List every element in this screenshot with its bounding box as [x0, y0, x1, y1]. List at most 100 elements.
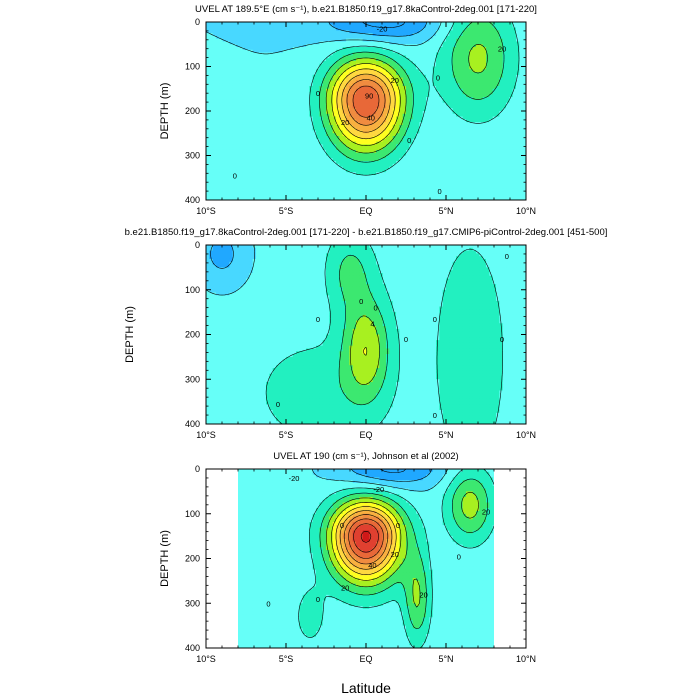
y-tick-label: 400 [185, 419, 200, 429]
x-tick-label: 10°N [516, 654, 536, 664]
contour-label: 0 [316, 315, 320, 324]
contour-line [335, 506, 397, 575]
contour-line [348, 518, 384, 559]
contour-lines [206, 245, 503, 424]
y-tick-label: 300 [185, 598, 200, 608]
y-tick-label: 100 [185, 509, 200, 519]
contour-line [346, 79, 386, 126]
contour-label: 0 [276, 400, 280, 409]
contour-lines [298, 469, 494, 648]
contour-label: 4 [370, 319, 374, 328]
contour-line [343, 514, 389, 565]
x-tick-label: 10°S [196, 654, 216, 664]
x-tick-label: EQ [359, 430, 372, 440]
y-tick-label: 0 [195, 464, 200, 474]
contour-label: -20 [377, 25, 388, 34]
contour-line [336, 68, 396, 140]
contour-label: 0 [404, 335, 408, 344]
contour-label: 0 [266, 599, 270, 608]
x-tick-label: EQ [359, 654, 372, 664]
x-tick-label: 5°N [438, 654, 453, 664]
panel-2: b.e21.B1850.f19_g17.8kaControl-2deg.001 … [124, 227, 607, 440]
panel-3: UVEL AT 190 (cm s⁻¹), Johnson et al (200… [159, 451, 536, 664]
panel-title: UVEL AT 190 (cm s⁻¹), Johnson et al (200… [273, 451, 458, 462]
contour-line [331, 502, 402, 581]
y-axis-label: DEPTH (m) [124, 306, 136, 363]
x-tick-label: EQ [359, 206, 372, 216]
contour-line [331, 63, 401, 146]
contour-label: 40 [367, 114, 375, 123]
contour-line [311, 469, 448, 492]
contour-label: 0 [340, 521, 344, 530]
contour-line [319, 478, 488, 630]
x-tick-label: 5°S [279, 654, 294, 664]
contour-line [379, 469, 407, 473]
contour-label: 0 [505, 252, 509, 261]
y-tick-label: 300 [185, 151, 200, 161]
contour-line [325, 44, 488, 154]
contour-fill [206, 245, 526, 424]
contour-line [328, 22, 428, 37]
contour-fill [206, 22, 526, 200]
y-tick-label: 0 [195, 240, 200, 250]
y-tick-label: 0 [195, 17, 200, 27]
y-tick-label: 200 [185, 330, 200, 340]
contour-line [206, 22, 442, 55]
x-tick-label: 5°N [438, 206, 453, 216]
y-tick-label: 400 [185, 195, 200, 205]
contour-label: 20 [419, 590, 427, 599]
x-tick-label: 10°S [196, 430, 216, 440]
contour-line [360, 531, 372, 543]
x-tick-label: 10°N [516, 430, 536, 440]
x-tick-label: 10°S [196, 206, 216, 216]
contour-fill [238, 469, 494, 648]
contour-label: 0 [316, 89, 320, 98]
contour-label: 0 [233, 172, 237, 181]
contour-line [341, 73, 391, 133]
contour-label: 0 [457, 552, 461, 561]
y-tick-label: 300 [185, 374, 200, 384]
contour-label: 0 [436, 74, 440, 83]
contour-line [298, 469, 494, 648]
contour-label: 0 [359, 297, 363, 306]
contour-label: 0 [407, 136, 411, 145]
y-axis-label: DEPTH (m) [159, 83, 171, 140]
contour-label: 40 [368, 561, 376, 570]
contour-lines [206, 22, 520, 176]
contour-line [319, 22, 505, 163]
contour-line [352, 85, 380, 118]
contour-line [265, 245, 503, 424]
contour-line [309, 22, 520, 176]
x-tick-label: 10°N [516, 206, 536, 216]
contour-label: 90 [365, 91, 373, 100]
contour-label: -20 [373, 485, 384, 494]
x-tick-label: 5°S [279, 430, 294, 440]
x-axis-label: Latitude [341, 680, 391, 696]
contour-label: 20 [341, 118, 349, 127]
contour-label: 20 [498, 45, 506, 54]
contour-line [339, 510, 393, 570]
contour-line [350, 469, 432, 482]
contour-label: -20 [289, 474, 300, 483]
panel-title: b.e21.B1850.f19_g17.8kaControl-2deg.001 … [125, 227, 608, 238]
y-tick-label: 100 [185, 285, 200, 295]
contour-label: 0 [438, 187, 442, 196]
contour-line [353, 523, 379, 553]
x-tick-label: 5°N [438, 430, 453, 440]
contour-label: 0 [500, 335, 504, 344]
contour-label: 20 [341, 584, 349, 593]
contour-label: 0 [374, 304, 378, 313]
y-axis-label: DEPTH (m) [159, 530, 171, 587]
x-tick-label: 5°S [279, 206, 294, 216]
contour-label: 0 [316, 595, 320, 604]
contour-label: 20 [391, 76, 399, 85]
contour-line [363, 346, 368, 356]
contour-label: 20 [391, 550, 399, 559]
y-tick-label: 400 [185, 643, 200, 653]
contour-line [210, 245, 234, 269]
y-tick-label: 200 [185, 554, 200, 564]
contour-line [350, 315, 380, 385]
